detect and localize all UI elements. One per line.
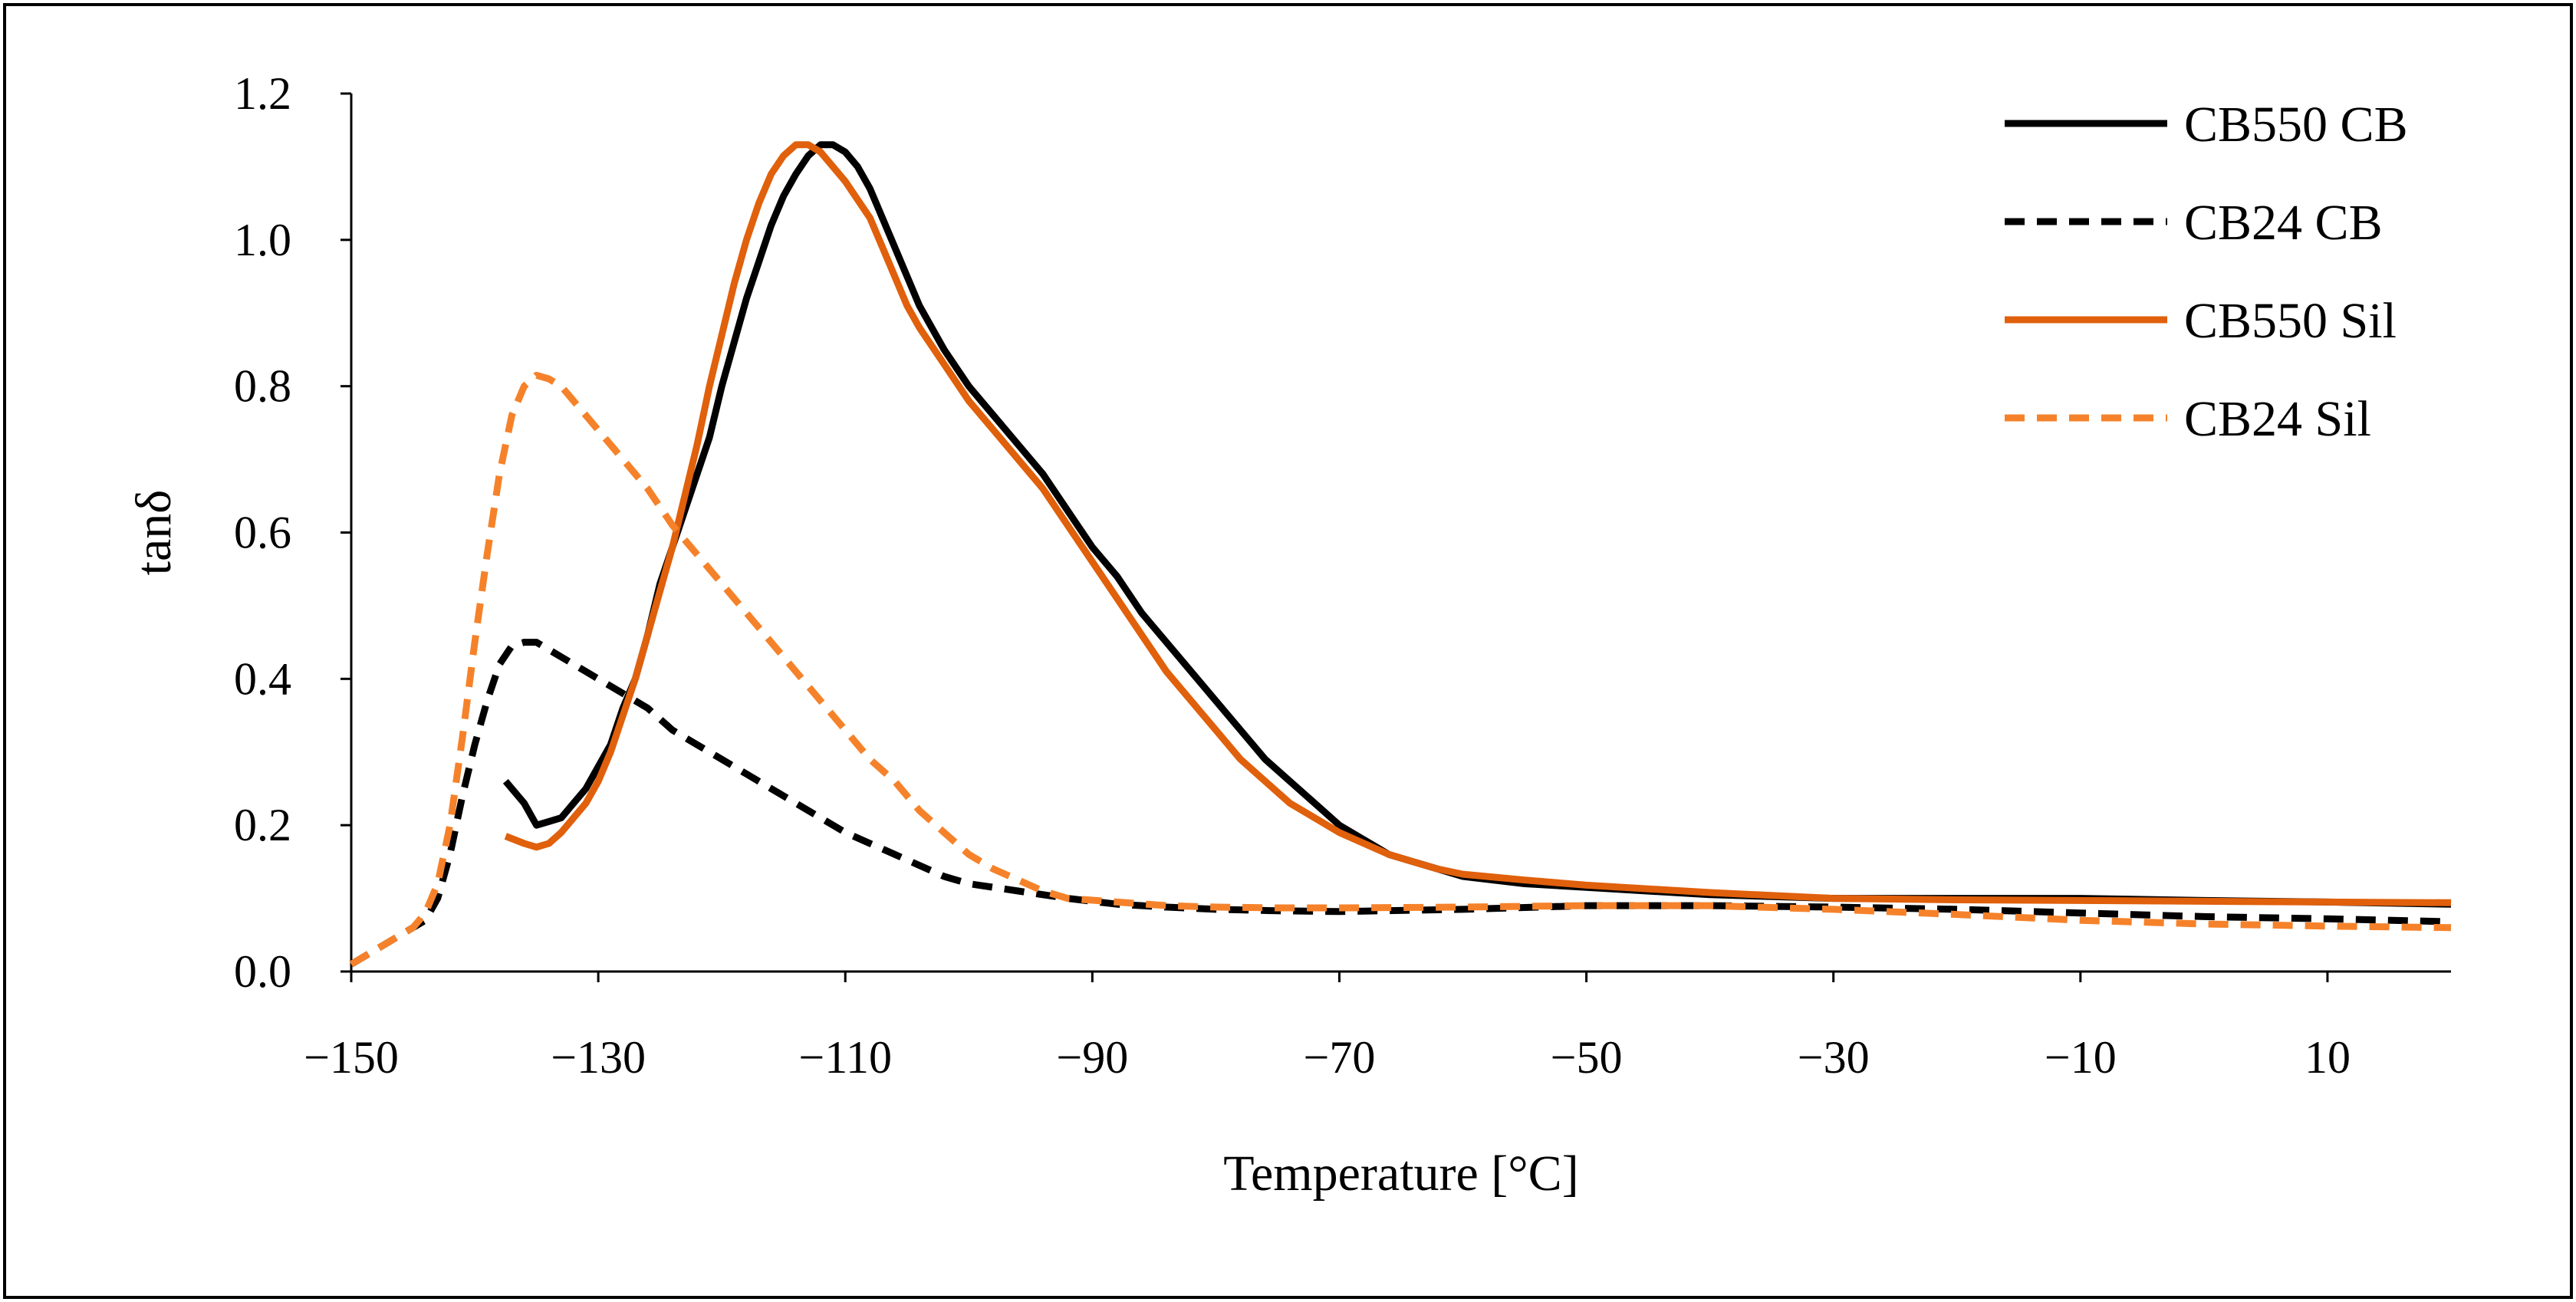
y-tick-label: 1.2 [234,68,291,119]
x-axis-title: Temperature [°C] [1223,1146,1578,1202]
x-tick-label: −90 [1056,1032,1128,1083]
series-line-cb24-cb [349,639,2452,968]
x-ticks: −150 −130 −110 −90 −70 −50 −30 −10 10 [304,972,2351,1083]
legend-label-cb550-cb: CB550 CB [2184,97,2408,153]
x-tick-label: 10 [2305,1032,2351,1083]
y-tick-label: 0.2 [234,800,291,850]
y-axis-title: tanδ [126,490,182,576]
legend-label-cb550-sil: CB550 Sil [2184,293,2397,349]
y-tick-label: 1.0 [234,215,291,265]
y-tick-label: 0.8 [234,361,291,412]
x-tick-label: −110 [798,1032,892,1083]
x-tick-label: −30 [1798,1032,1870,1083]
y-ticks: 0.0 0.2 0.4 0.6 0.8 1.0 1.2 [234,68,351,997]
y-tick-label: 0.6 [234,508,291,558]
x-tick-label: −150 [304,1032,399,1083]
y-tick-label: 0.4 [234,653,291,704]
legend-label-cb24-cb: CB24 CB [2184,195,2383,251]
x-tick-label: −70 [1304,1032,1376,1083]
x-tick-label: −130 [551,1032,646,1083]
series-line-cb550-sil [504,141,2452,906]
legend-label-cb24-sil: CB24 Sil [2184,391,2371,447]
plot-series [349,141,2452,968]
y-tick-label: 0.0 [234,946,291,997]
x-tick-label: −50 [1551,1032,1623,1083]
legend: CB550 CB CB24 CB CB550 Sil CB24 Sil [2005,97,2408,447]
x-tick-label: −10 [2045,1032,2117,1083]
